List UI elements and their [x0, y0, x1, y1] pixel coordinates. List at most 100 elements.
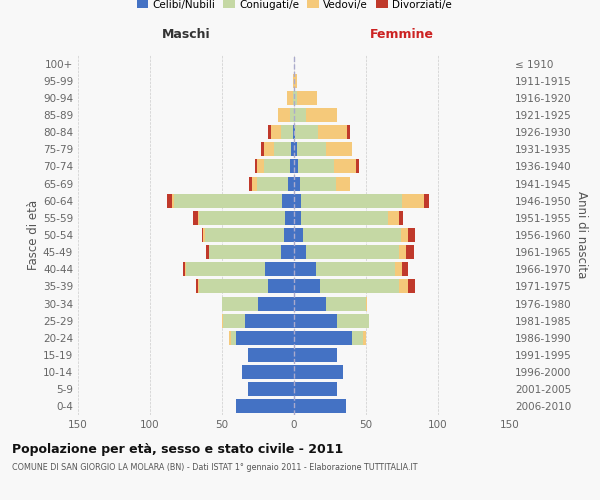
Bar: [206, 245, 209, 259]
Bar: [268, 125, 271, 139]
Bar: [248, 348, 294, 362]
Bar: [209, 245, 281, 259]
Y-axis label: Fasce di età: Fasce di età: [27, 200, 40, 270]
Text: Maschi: Maschi: [161, 28, 211, 40]
Bar: [286, 211, 294, 225]
Bar: [294, 211, 301, 225]
Bar: [293, 125, 294, 139]
Bar: [222, 296, 258, 310]
Bar: [294, 280, 320, 293]
Bar: [281, 125, 293, 139]
Bar: [283, 194, 294, 207]
Bar: [199, 280, 268, 293]
Bar: [261, 142, 264, 156]
Bar: [294, 74, 297, 88]
Bar: [297, 142, 326, 156]
Bar: [294, 400, 346, 413]
Bar: [399, 211, 403, 225]
Bar: [298, 160, 334, 173]
Bar: [290, 108, 294, 122]
Bar: [268, 280, 294, 293]
Bar: [294, 160, 298, 173]
Bar: [294, 194, 301, 207]
Bar: [196, 280, 197, 293]
Bar: [320, 280, 399, 293]
Bar: [197, 280, 199, 293]
Bar: [352, 331, 363, 345]
Bar: [294, 348, 337, 362]
Bar: [301, 211, 388, 225]
Bar: [334, 160, 356, 173]
Bar: [294, 365, 343, 379]
Bar: [252, 176, 257, 190]
Bar: [402, 262, 408, 276]
Bar: [172, 194, 175, 207]
Bar: [399, 245, 406, 259]
Text: COMUNE DI SAN GIORGIO LA MOLARA (BN) - Dati ISTAT 1° gennaio 2011 - Elaborazione: COMUNE DI SAN GIORGIO LA MOLARA (BN) - D…: [12, 462, 418, 471]
Bar: [236, 331, 294, 345]
Bar: [305, 108, 337, 122]
Bar: [300, 176, 336, 190]
Bar: [336, 176, 350, 190]
Bar: [257, 160, 264, 173]
Bar: [264, 160, 290, 173]
Legend: Celibi/Nubili, Coniugati/e, Vedovi/e, Divorziati/e: Celibi/Nubili, Coniugati/e, Vedovi/e, Di…: [133, 0, 455, 14]
Bar: [183, 262, 185, 276]
Bar: [274, 142, 291, 156]
Bar: [294, 382, 337, 396]
Bar: [248, 382, 294, 396]
Bar: [337, 314, 369, 328]
Y-axis label: Anni di nascita: Anni di nascita: [575, 192, 588, 278]
Bar: [291, 142, 294, 156]
Bar: [408, 228, 415, 242]
Bar: [257, 176, 288, 190]
Bar: [399, 280, 408, 293]
Bar: [250, 176, 252, 190]
Bar: [294, 108, 305, 122]
Bar: [287, 91, 293, 105]
Bar: [363, 331, 366, 345]
Bar: [316, 262, 395, 276]
Bar: [295, 125, 319, 139]
Bar: [264, 142, 274, 156]
Bar: [402, 194, 424, 207]
Bar: [290, 160, 294, 173]
Bar: [236, 400, 294, 413]
Bar: [424, 194, 430, 207]
Bar: [293, 74, 294, 88]
Bar: [222, 314, 223, 328]
Bar: [205, 228, 284, 242]
Bar: [242, 365, 294, 379]
Bar: [193, 211, 197, 225]
Bar: [167, 194, 172, 207]
Bar: [366, 296, 367, 310]
Bar: [230, 331, 236, 345]
Bar: [326, 142, 352, 156]
Bar: [294, 228, 302, 242]
Bar: [388, 211, 399, 225]
Bar: [294, 176, 300, 190]
Bar: [186, 262, 265, 276]
Bar: [326, 296, 366, 310]
Bar: [203, 228, 205, 242]
Bar: [284, 228, 294, 242]
Bar: [281, 245, 294, 259]
Text: Popolazione per età, sesso e stato civile - 2011: Popolazione per età, sesso e stato civil…: [12, 442, 343, 456]
Bar: [406, 245, 413, 259]
Bar: [294, 142, 297, 156]
Bar: [271, 125, 281, 139]
Bar: [255, 160, 257, 173]
Bar: [197, 211, 199, 225]
Bar: [294, 296, 326, 310]
Bar: [395, 262, 402, 276]
Bar: [301, 194, 402, 207]
Bar: [408, 280, 415, 293]
Bar: [288, 176, 294, 190]
Bar: [302, 228, 401, 242]
Bar: [294, 91, 297, 105]
Bar: [199, 211, 286, 225]
Bar: [258, 296, 294, 310]
Bar: [294, 245, 305, 259]
Bar: [356, 160, 359, 173]
Bar: [305, 245, 399, 259]
